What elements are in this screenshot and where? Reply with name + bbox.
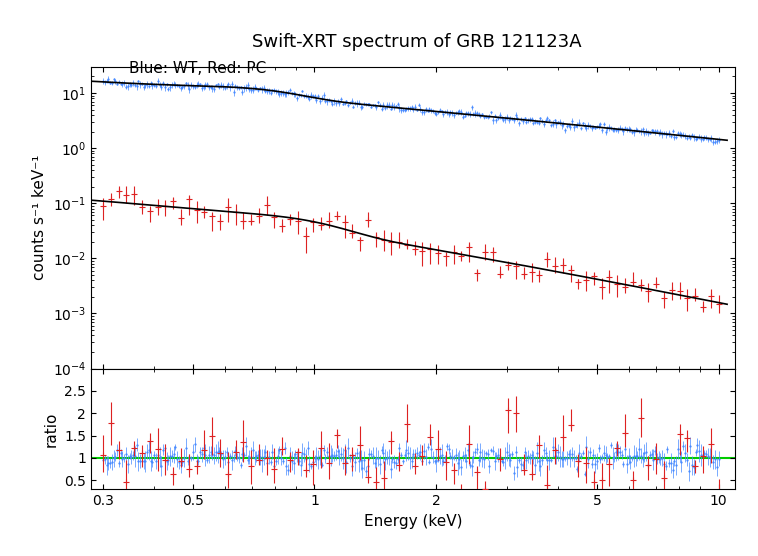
Y-axis label: counts s⁻¹ keV⁻¹: counts s⁻¹ keV⁻¹: [32, 155, 47, 280]
Y-axis label: ratio: ratio: [43, 411, 58, 446]
Text: Blue: WT, Red: PC: Blue: WT, Red: PC: [129, 61, 266, 76]
X-axis label: Energy (keV): Energy (keV): [364, 514, 462, 529]
Text: Swift-XRT spectrum of GRB 121123A: Swift-XRT spectrum of GRB 121123A: [252, 33, 581, 51]
